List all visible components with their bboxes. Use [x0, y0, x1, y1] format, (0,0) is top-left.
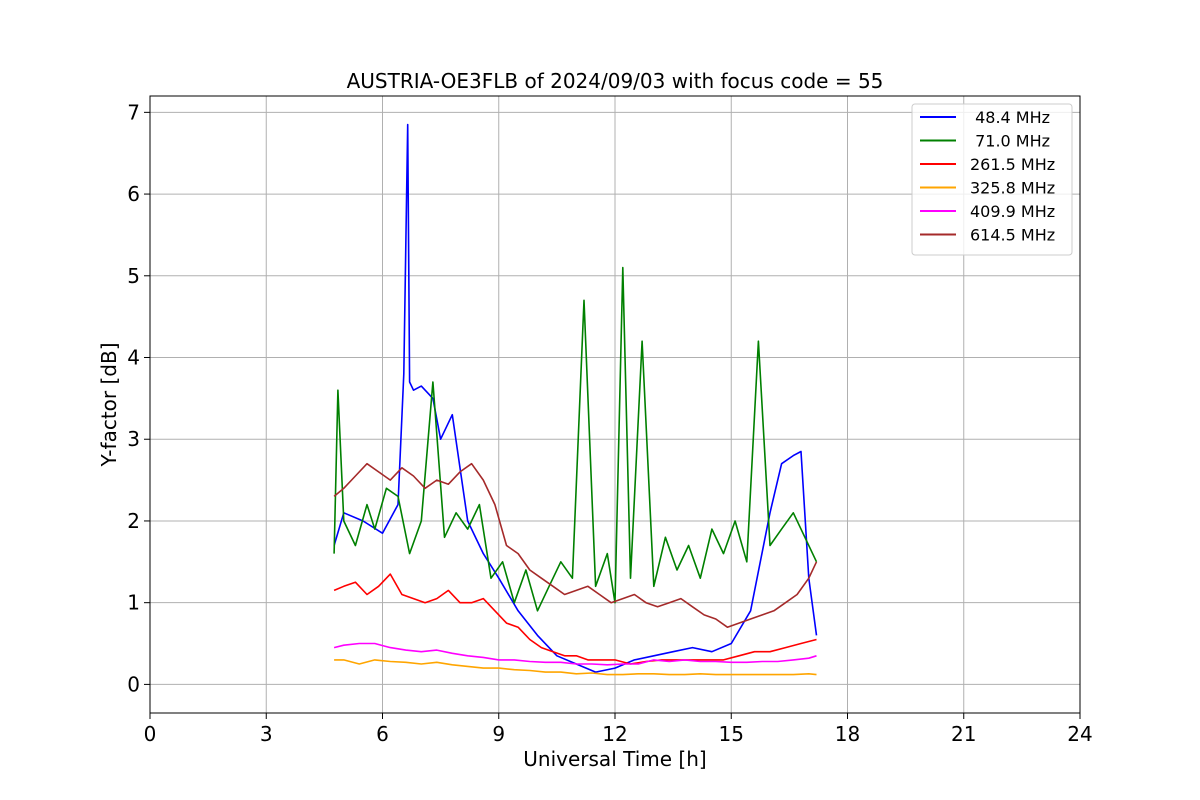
y-tick-label: 0: [127, 672, 140, 696]
legend-label: 325.8 MHz: [970, 179, 1055, 198]
y-tick-label: 3: [127, 427, 140, 451]
y-axis-label: Y-factor [dB]: [97, 342, 121, 467]
series-layer: [333, 123, 818, 676]
x-tick-label: 18: [835, 722, 860, 746]
chart-title: AUSTRIA-OE3FLB of 2024/09/03 with focus …: [347, 69, 884, 93]
y-tick-label: 1: [127, 591, 140, 615]
series-line: [333, 573, 817, 665]
x-tick-label: 12: [602, 722, 627, 746]
y-tick-label: 2: [127, 509, 140, 533]
series-line: [333, 462, 818, 629]
legend-label: 614.5 MHz: [970, 226, 1055, 245]
series-line: [334, 659, 817, 676]
legend-label: 71.0 MHz: [970, 132, 1050, 151]
y-tick-label: 5: [127, 264, 140, 288]
legend-label: 48.4 MHz: [970, 108, 1050, 127]
legend-label: 409.9 MHz: [970, 202, 1055, 221]
y-tick-label: 4: [127, 346, 140, 370]
x-tick-label: 0: [144, 722, 157, 746]
series-line: [333, 266, 818, 612]
legend: 48.4 MHz 71.0 MHz 261.5 MHz 325.8 MHz 409.9…: [911, 103, 1073, 256]
x-tick-label: 6: [376, 722, 389, 746]
x-tick-label: 21: [951, 722, 976, 746]
x-tick-label: 3: [260, 722, 273, 746]
series-line: [333, 642, 817, 666]
x-tick-label: 9: [492, 722, 505, 746]
x-tick-label: 15: [719, 722, 744, 746]
y-tick-label: 6: [127, 182, 140, 206]
x-axis-label: Universal Time [h]: [523, 747, 706, 771]
legend-label: 261.5 MHz: [970, 155, 1055, 174]
y-tick-label: 7: [127, 100, 140, 124]
x-tick-label: 24: [1067, 722, 1092, 746]
legend-box: [911, 103, 1073, 256]
series-line: [333, 123, 818, 673]
